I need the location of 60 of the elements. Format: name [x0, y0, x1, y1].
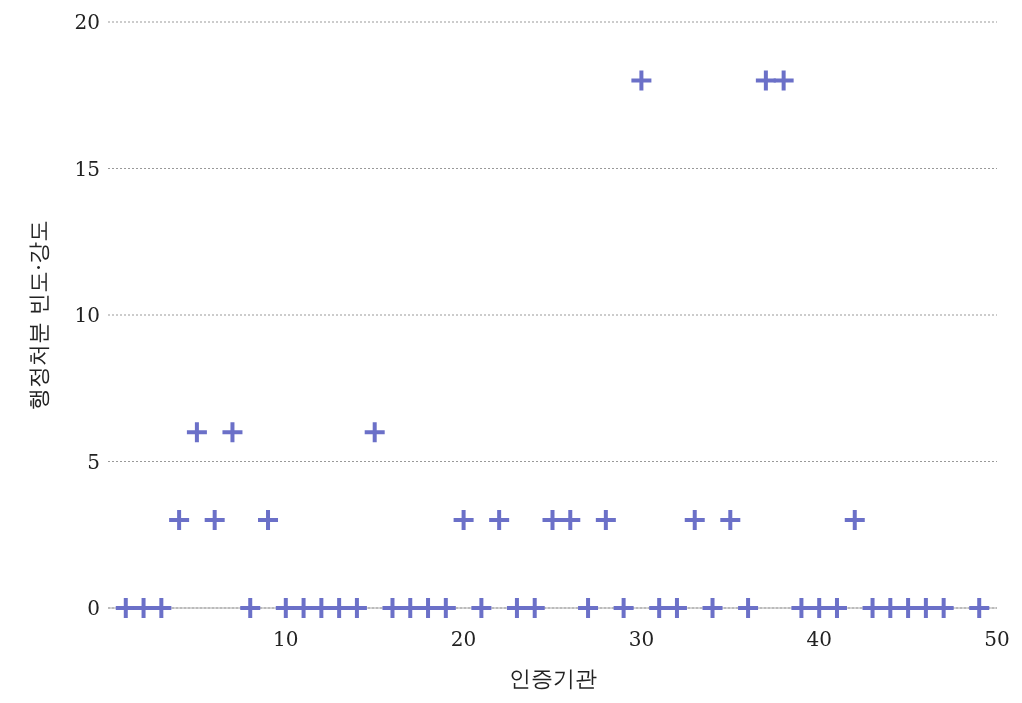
point — [738, 598, 759, 618]
point — [133, 598, 154, 618]
x-tick-label: 40 — [806, 627, 832, 652]
x-axis-title: 인증기관 — [508, 666, 597, 691]
y-tick-label: 10 — [74, 303, 100, 328]
point — [222, 422, 243, 443]
point — [720, 510, 741, 531]
point — [773, 70, 794, 91]
point — [418, 598, 439, 618]
point — [542, 510, 563, 531]
y-tick-label: 5 — [87, 449, 100, 474]
point — [471, 598, 492, 618]
point — [115, 598, 136, 618]
y-axis-title: 행정처분 빈도·강도 — [25, 220, 51, 410]
y-tick-label: 0 — [87, 596, 100, 621]
point — [258, 510, 279, 531]
point — [933, 598, 954, 618]
point — [275, 598, 296, 618]
point — [489, 510, 510, 531]
point — [311, 598, 332, 618]
point — [346, 598, 367, 618]
x-tick-label: 10 — [273, 627, 299, 652]
point — [435, 598, 456, 618]
point — [755, 70, 776, 91]
point — [844, 510, 865, 531]
point — [524, 598, 545, 618]
point — [613, 598, 634, 618]
point — [169, 510, 190, 531]
point — [649, 598, 670, 618]
point — [364, 422, 385, 443]
y-tick-label: 20 — [74, 10, 100, 35]
point — [631, 70, 652, 91]
point — [595, 510, 616, 531]
x-tick-label: 50 — [984, 627, 1010, 652]
point — [898, 598, 919, 618]
x-tick-label: 30 — [628, 627, 655, 652]
point — [453, 510, 474, 531]
point — [578, 598, 599, 618]
y-tick-label: 15 — [74, 156, 100, 181]
point — [684, 510, 705, 531]
point — [293, 598, 314, 618]
point — [809, 598, 830, 618]
point — [791, 598, 812, 618]
point — [862, 598, 883, 618]
point — [969, 598, 990, 618]
point — [666, 598, 687, 618]
point — [151, 598, 172, 618]
point — [329, 598, 350, 618]
point — [826, 598, 847, 618]
x-tick-label: 20 — [450, 627, 477, 652]
point — [400, 598, 421, 618]
point — [382, 598, 403, 618]
point — [702, 598, 723, 618]
point — [240, 598, 261, 618]
point — [506, 598, 527, 618]
point — [560, 510, 581, 531]
point — [915, 598, 936, 618]
point — [880, 598, 901, 618]
point — [204, 510, 225, 531]
point — [186, 422, 207, 443]
